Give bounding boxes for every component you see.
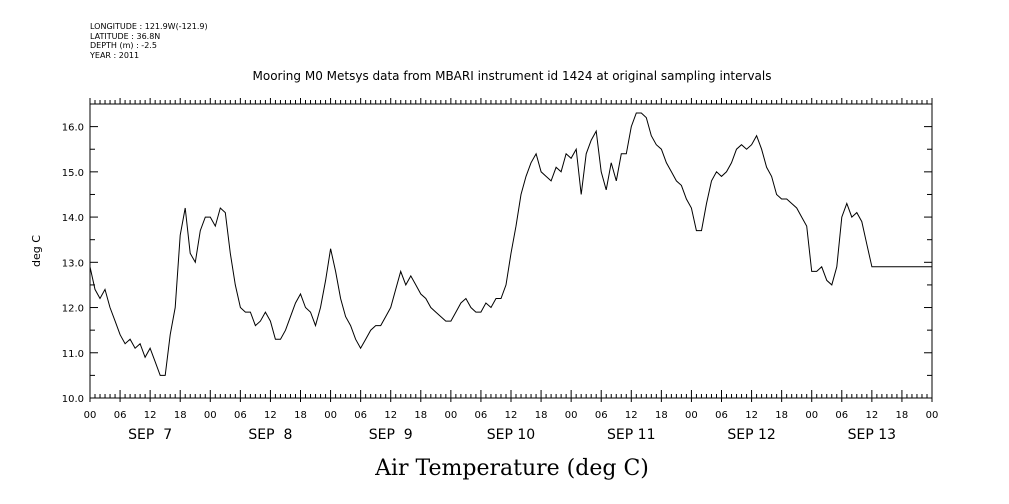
x-hour-label: 12 <box>144 410 157 421</box>
x-hour-label: 00 <box>565 410 578 421</box>
x-hour-label: 06 <box>234 410 247 421</box>
x-day-label: SEP 8 <box>248 427 292 443</box>
y-tick-label: 15.0 <box>62 168 84 179</box>
x-hour-label: 18 <box>414 410 427 421</box>
y-axis: 10.0 11.0 12.0 13.0 14.0 15.0 16.0 <box>62 103 932 405</box>
footer-title: Air Temperature (deg C) <box>374 456 649 481</box>
x-hour-label: 18 <box>174 410 187 421</box>
x-hour-label: 18 <box>535 410 548 421</box>
x-day-label: SEP 11 <box>607 427 655 443</box>
x-hour-label: 06 <box>114 410 127 421</box>
x-hour-label: 12 <box>384 410 397 421</box>
y-axis-label: deg C <box>30 235 43 267</box>
x-hour-label: 00 <box>204 410 217 421</box>
x-day-label: SEP 7 <box>128 427 172 443</box>
x-hour-label: 00 <box>805 410 818 421</box>
chart-title: Mooring M0 Metsys data from MBARI instru… <box>253 69 772 83</box>
x-hour-label: 06 <box>835 410 848 421</box>
x-hour-label: 00 <box>685 410 698 421</box>
y-tick-label: 11.0 <box>62 349 84 360</box>
x-day-label: SEP 13 <box>848 427 896 443</box>
x-hour-label: 06 <box>595 410 608 421</box>
x-hour-label: 18 <box>294 410 307 421</box>
meta-year: YEAR : 2011 <box>89 51 139 60</box>
x-hour-label: 00 <box>926 410 939 421</box>
x-hour-label: 12 <box>505 410 518 421</box>
series-line-air-temperature <box>89 112 932 376</box>
x-hour-label: 18 <box>775 410 788 421</box>
x-hour-label: 00 <box>324 410 337 421</box>
x-hour-label: 00 <box>84 410 97 421</box>
meta-latitude: LATITUDE : 36.8N <box>90 32 160 41</box>
y-tick-label: 14.0 <box>62 213 84 224</box>
x-hour-label: 00 <box>444 410 457 421</box>
y-tick-label: 10.0 <box>62 394 84 405</box>
x-hour-label: 18 <box>655 410 668 421</box>
x-hour-label: 12 <box>625 410 638 421</box>
x-day-label: SEP 12 <box>727 427 775 443</box>
meta-longitude: LONGITUDE : 121.9W(-121.9) <box>90 22 208 31</box>
x-hour-label: 06 <box>354 410 367 421</box>
series-layer <box>89 112 932 376</box>
x-hour-label: 06 <box>715 410 728 421</box>
x-hour-label: 06 <box>475 410 488 421</box>
meta-depth: DEPTH (m) : -2.5 <box>90 41 157 50</box>
y-tick-label: 13.0 <box>62 258 84 269</box>
x-day-label: SEP 9 <box>369 427 413 443</box>
x-hour-label: 12 <box>745 410 758 421</box>
y-tick-label: 12.0 <box>62 304 84 315</box>
x-hour-label: 12 <box>865 410 878 421</box>
y-tick-label: 16.0 <box>62 123 84 134</box>
x-day-label: SEP 10 <box>487 427 535 443</box>
x-hour-label: 18 <box>896 410 909 421</box>
x-hour-label: 12 <box>264 410 277 421</box>
x-axis: 00 06 12 18 00 06 12 18 00 06 12 18 00 06 12 18 00 06 12 18… <box>84 98 939 443</box>
